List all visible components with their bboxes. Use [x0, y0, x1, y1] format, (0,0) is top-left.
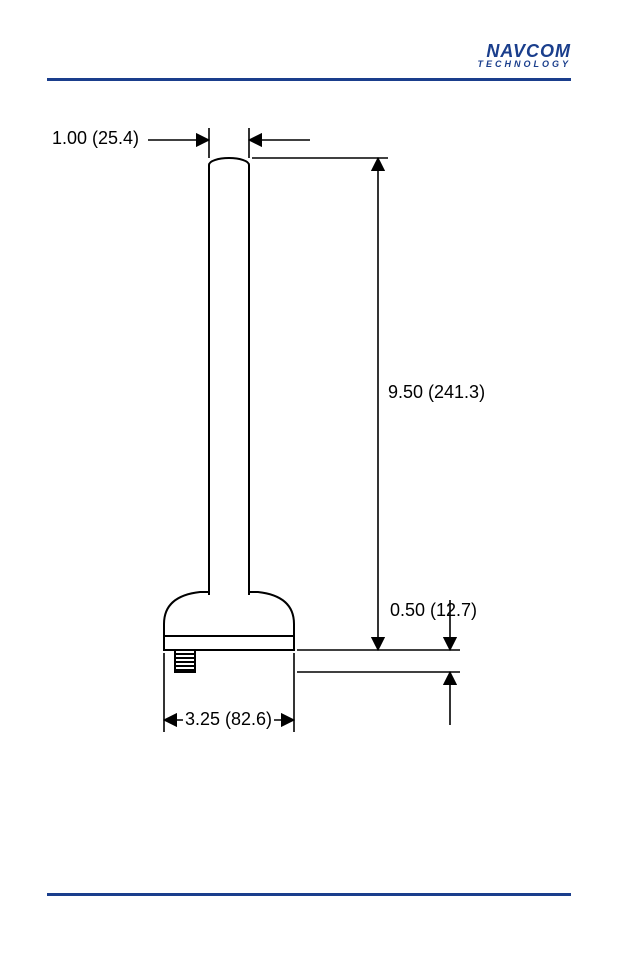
dim-label-height: 9.50 (241.3) — [388, 382, 485, 403]
dim-label-top-width: 1.00 (25.4) — [52, 128, 139, 149]
antenna-outline — [164, 158, 294, 672]
dim-height — [252, 158, 460, 650]
page: NAVCOM TECHNOLOGY — [0, 0, 618, 954]
dim-label-base-width: 3.25 (82.6) — [183, 709, 274, 730]
dim-label-connector-h: 0.50 (12.7) — [390, 600, 477, 621]
dim-top-width — [148, 128, 310, 158]
